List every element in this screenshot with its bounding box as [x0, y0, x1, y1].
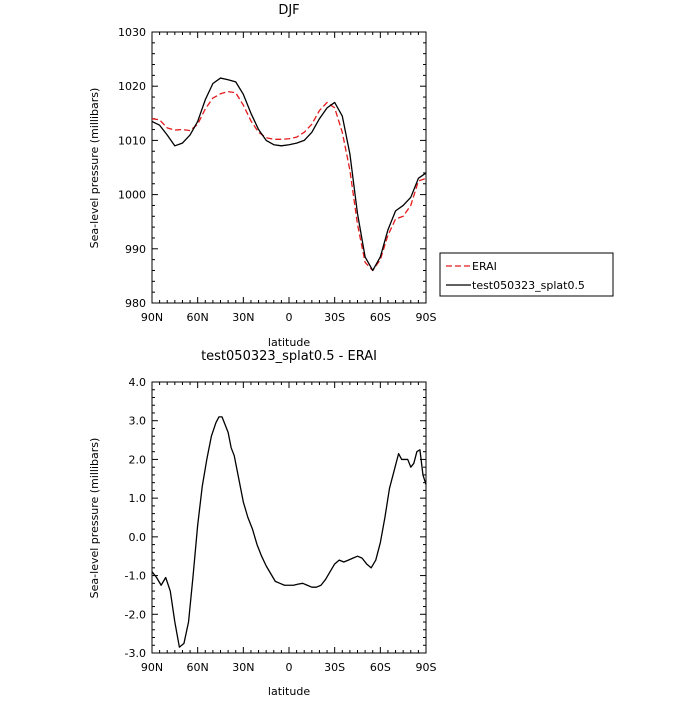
y-tick-label: -2.0	[125, 608, 146, 621]
legend-label-test: test050323_splat0.5	[472, 279, 585, 292]
x-tick-label: 0	[286, 311, 293, 324]
y-tick-label: 980	[125, 297, 146, 310]
x-tick-label: 30S	[324, 661, 345, 674]
series-line-difference	[151, 416, 427, 648]
x-tick-label: 60S	[370, 661, 391, 674]
bottom-panel: test050323_splat0.5 - ERAI 90N 60N 30N 0 30S…	[88, 349, 437, 698]
y-tick-label: 2.0	[129, 453, 147, 466]
y-tick-label: 0.0	[129, 531, 147, 544]
y-tick-label: -1.0	[125, 570, 146, 583]
series-line-erai	[151, 90, 427, 272]
y-tick-label: 1020	[118, 80, 146, 93]
top-chart-title: DJF	[278, 3, 299, 18]
x-tick-label: 90S	[416, 311, 437, 324]
y-tick-label: 1000	[118, 189, 146, 202]
top-plot-area: 90N 60N 30N 0 30S 60S 90S 980 990 1000 1010 1020 103…	[118, 26, 437, 324]
legend: ERAI test050323_splat0.5	[439, 252, 614, 297]
bottom-plot-area: 90N 60N 30N 0 30S 60S 90S -3.0 -2.0 -1.0 0.0 1.0 2.0…	[125, 376, 437, 674]
top-panel: DJF 90N 60N 30N 0 30S 60S 90S 980 990 1000 1010 102…	[88, 3, 437, 349]
x-tick-label: 90N	[141, 311, 163, 324]
bottom-y-axis-label: Sea-level pressure (millibars)	[88, 438, 101, 599]
x-tick-label: 60N	[187, 311, 209, 324]
x-tick-label: 60S	[370, 311, 391, 324]
x-tick-label: 30N	[232, 311, 254, 324]
y-tick-label: 1.0	[129, 492, 147, 505]
legend-box	[439, 252, 614, 297]
legend-label-erai: ERAI	[472, 260, 497, 273]
y-tick-label: 990	[125, 243, 146, 256]
x-tick-label: 90S	[416, 661, 437, 674]
x-tick-label: 30N	[232, 661, 254, 674]
x-tick-label: 90N	[141, 661, 163, 674]
y-tick-label: -3.0	[125, 647, 146, 660]
bottom-x-axis-label: latitude	[268, 685, 310, 698]
y-tick-label: 1030	[118, 26, 146, 39]
x-tick-label: 0	[286, 661, 293, 674]
top-x-axis-label: latitude	[268, 336, 310, 349]
y-tick-label: 1010	[118, 134, 146, 147]
bottom-chart-title: test050323_splat0.5 - ERAI	[201, 349, 377, 364]
x-tick-label: 30S	[324, 311, 345, 324]
series-line-test050323-splat0-5	[151, 77, 427, 272]
x-tick-label: 60N	[187, 661, 209, 674]
y-tick-label: 4.0	[129, 376, 147, 389]
top-y-axis-label: Sea-level pressure (millibars)	[88, 88, 101, 249]
y-tick-label: 3.0	[129, 415, 147, 428]
